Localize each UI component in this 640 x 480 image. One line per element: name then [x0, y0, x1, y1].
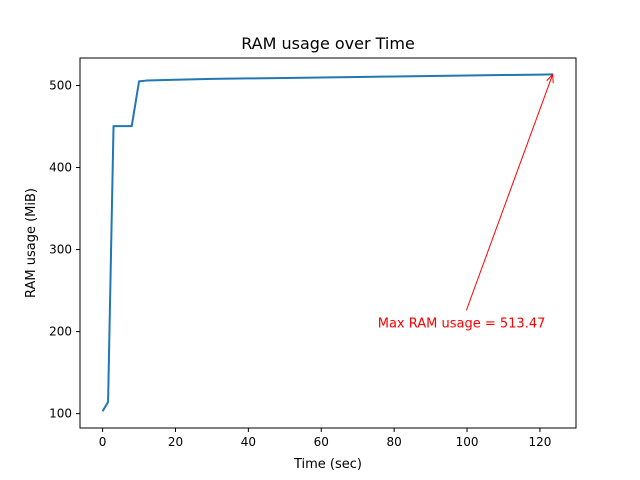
x-tick-label: 20 [168, 435, 183, 449]
annotation-max-ram-label: Max RAM usage = 513.47 [378, 316, 546, 331]
x-tick-label: 60 [314, 435, 329, 449]
x-tick-label: 40 [241, 435, 256, 449]
x-tick-label: 100 [456, 435, 479, 449]
series-line-ram-usage [101, 73, 553, 412]
annotation-arrow [465, 74, 554, 311]
chart-title: RAM usage over Time [241, 34, 415, 53]
axes-frame [79, 57, 577, 429]
y-tick-label: 400 [49, 161, 72, 175]
y-axis-label: RAM usage (MiB) [24, 188, 39, 298]
x-tick-label: 0 [99, 435, 107, 449]
x-tick-label: 80 [387, 435, 402, 449]
x-axis-label: Time (sec) [293, 457, 362, 472]
y-tick-label: 100 [49, 407, 72, 421]
plot-area [101, 73, 553, 412]
y-tick-label: 300 [49, 243, 72, 257]
y-tick-label: 200 [49, 325, 72, 339]
annotation-arrowhead [546, 73, 554, 84]
x-tick-label: 120 [528, 435, 551, 449]
y-tick-label: 500 [49, 78, 72, 92]
